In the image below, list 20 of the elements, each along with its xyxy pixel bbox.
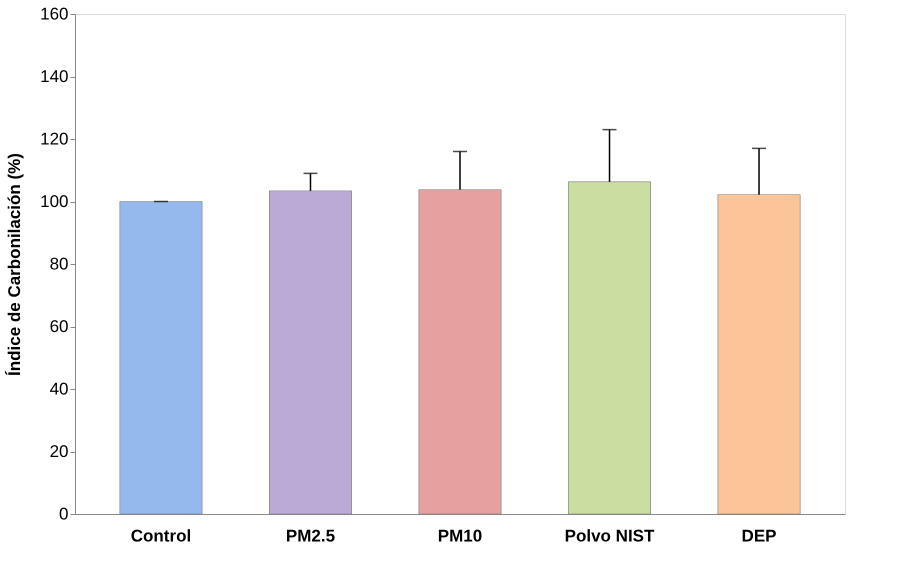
x-tick-label: PM10: [438, 526, 482, 546]
y-tick-label: 160: [40, 4, 68, 24]
bar: [568, 182, 651, 514]
y-tick-label: 100: [40, 192, 68, 211]
bar: [120, 201, 202, 514]
y-tick-label: 40: [50, 380, 68, 398]
bar: [269, 190, 352, 514]
y-axis-title: Índice de Carbonilación (%): [4, 153, 24, 376]
y-tick-label: 0: [59, 504, 68, 524]
x-tick-label: PM2.5: [286, 526, 336, 546]
y-tick-label: 60: [50, 317, 68, 336]
x-tick-label: Control: [130, 526, 192, 546]
bar: [718, 194, 800, 514]
y-tick-label: 140: [40, 67, 68, 86]
y-tick-label: 80: [50, 254, 68, 274]
y-tick-label: 20: [50, 442, 68, 461]
x-tick-label: DEP: [742, 526, 777, 546]
x-tick-label: Polvo NIST: [564, 526, 655, 546]
bar: [418, 189, 502, 514]
y-tick-label: 120: [40, 130, 68, 148]
